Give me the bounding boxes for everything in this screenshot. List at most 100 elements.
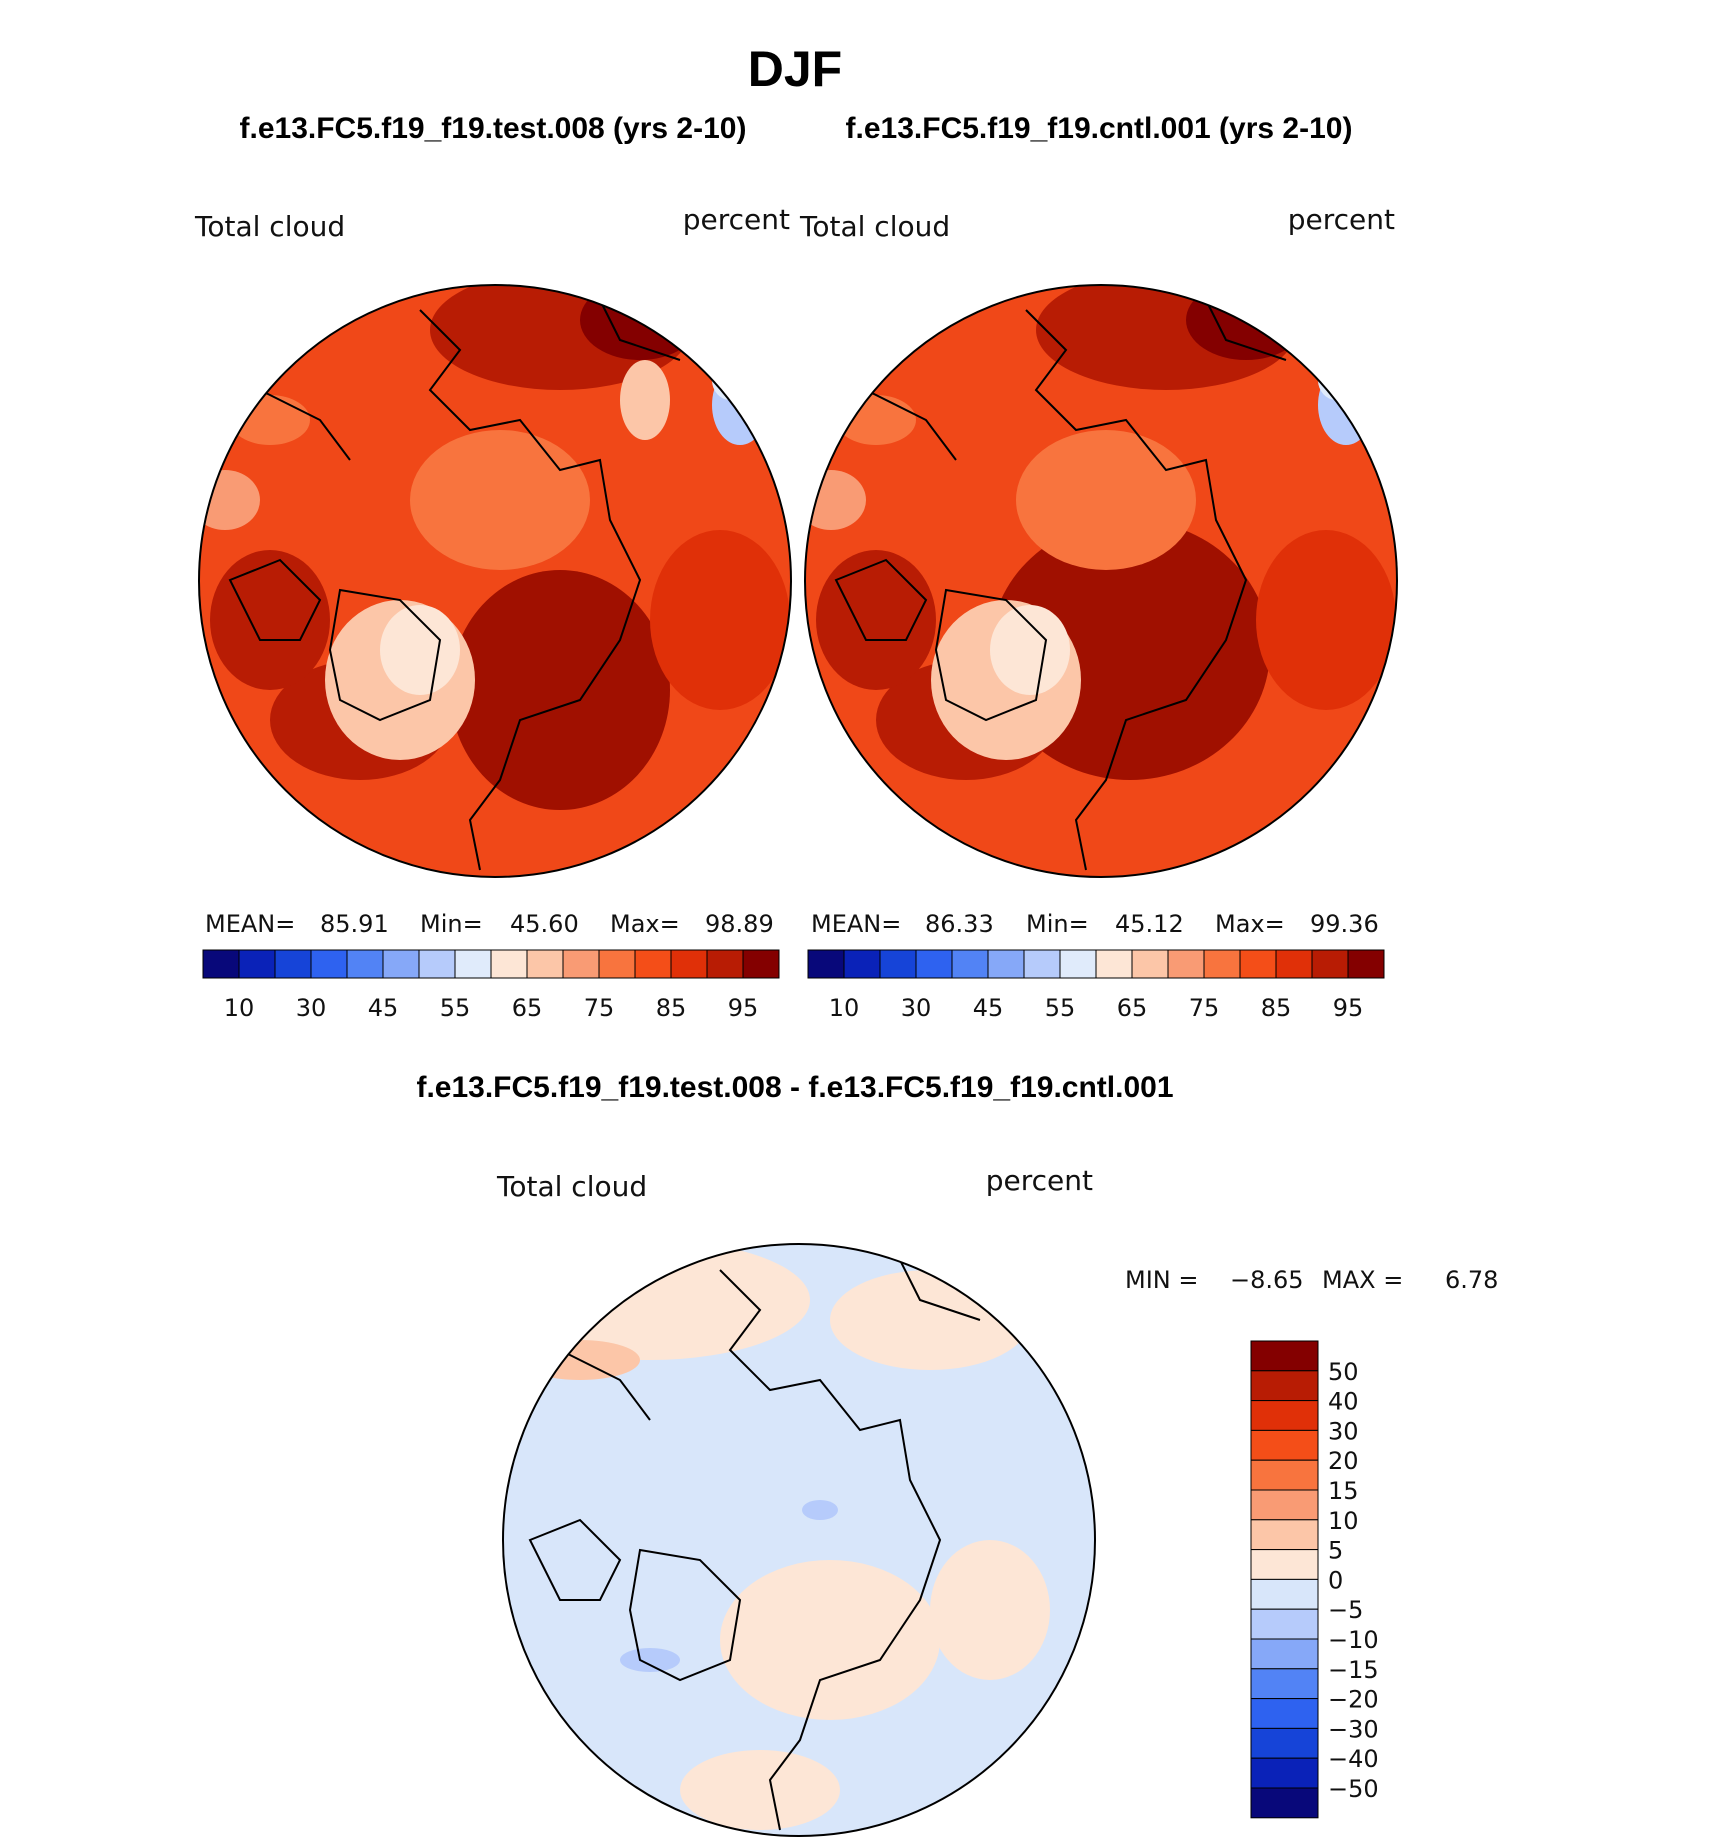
coastline xyxy=(228,558,322,641)
cloud-patch xyxy=(990,605,1070,695)
mean-value: 85.91 xyxy=(320,910,389,938)
panel-b-colorbar-swatch xyxy=(879,949,917,979)
panel-b-case-title: f.e13.FC5.f19_f19.cntl.001 (yrs 2-10) xyxy=(846,112,1353,145)
diff-colorbar-tick-label: 30 xyxy=(1328,1417,1359,1445)
panel-b-colorbar-tick-label: 30 xyxy=(901,994,932,1022)
panel-a-colorbar-swatch xyxy=(598,949,636,979)
cloud-patch xyxy=(830,1270,1030,1370)
panel-a-colorbar-tick-label: 55 xyxy=(440,994,471,1022)
diff-colorbar-tick-label: 10 xyxy=(1328,1507,1359,1535)
panel-a-colorbar-tick-label: 75 xyxy=(584,994,615,1022)
cloud-patch xyxy=(1256,530,1396,710)
panel-a-colorbar-tick-label: 10 xyxy=(224,994,255,1022)
diff-variable: Total cloud xyxy=(496,1170,647,1203)
panel-b-colorbar-tick-label: 10 xyxy=(829,994,860,1022)
cloud-patch xyxy=(680,1750,840,1830)
panel-a-border xyxy=(198,284,792,878)
diff-min-label: MIN = xyxy=(1125,1266,1198,1294)
cloud-patch xyxy=(650,530,790,710)
diff-colorbar-swatch xyxy=(1250,1757,1319,1789)
diff-title: f.e13.FC5.f19_f19.test.008 - f.e13.FC5.f… xyxy=(416,1071,1173,1104)
diff-max-label: MAX = xyxy=(1322,1266,1403,1294)
panel-a-colorbar-swatch xyxy=(418,949,456,979)
panel-a-colorbar-tick-label: 85 xyxy=(656,994,687,1022)
panel-b-colorbar-swatch xyxy=(1311,949,1349,979)
panel-b-variable: Total cloud xyxy=(799,210,950,243)
panel-b-border xyxy=(804,284,1398,878)
panel-a-stats: MEAN= 85.91 Min= 45.60 Max= 98.89 xyxy=(205,910,774,938)
max-label: Max= xyxy=(610,910,680,938)
diff-units: percent xyxy=(986,1164,1093,1197)
diff-colorbar-tick-label: 5 xyxy=(1328,1537,1343,1565)
cloud-patch xyxy=(503,1244,810,1360)
diff-colorbar-tick-label: 20 xyxy=(1328,1447,1359,1475)
panel-b-colorbar-swatch xyxy=(1203,949,1241,979)
cloud-patch xyxy=(1016,430,1196,570)
panel-a-colorbar: 10 30 45 55 65 75 85 95 xyxy=(202,949,780,1022)
diff-colorbar-swatch xyxy=(1250,1727,1319,1759)
min-value: 45.12 xyxy=(1115,910,1184,938)
min-label: Min= xyxy=(420,910,483,938)
diff-colorbar-swatch xyxy=(1250,1519,1319,1551)
coastline xyxy=(899,1259,981,1321)
panel-a-colorbar-swatch xyxy=(634,949,672,979)
cloud-patch xyxy=(930,1540,1050,1680)
panel-b-colorbar-tick-label: 95 xyxy=(1333,994,1364,1022)
cloud-patch xyxy=(1318,365,1374,445)
diff-colorbar-swatch xyxy=(1250,1340,1319,1372)
diff-colorbar-tick-label: −5 xyxy=(1328,1596,1363,1624)
panel-a-coastlines xyxy=(199,299,681,871)
coastline xyxy=(934,588,1048,722)
coastline xyxy=(419,309,642,871)
coastline xyxy=(328,588,442,722)
panel-a-variable: Total cloud xyxy=(194,210,345,243)
diff-colorbar-swatch xyxy=(1250,1638,1319,1670)
panel-a-colorbar-swatch xyxy=(454,949,492,979)
cloud-patch xyxy=(230,395,310,445)
panel-b-colorbar-swatch xyxy=(843,949,881,979)
panel-a-units: percent xyxy=(683,203,790,236)
panel-b-colorbar-swatch xyxy=(1275,949,1313,979)
panel-b-colorbar-swatch xyxy=(1131,949,1169,979)
diff-colorbar-swatch xyxy=(1250,1787,1319,1819)
panel-a-colorbar-swatch xyxy=(562,949,600,979)
diff-colorbar-swatch xyxy=(1250,1400,1319,1431)
max-label: Max= xyxy=(1215,910,1285,938)
panel-a-colorbar-swatch xyxy=(274,949,312,979)
panel-b-colorbar: 10 30 45 55 65 75 85 95 xyxy=(807,949,1385,1022)
cloud-patch xyxy=(712,360,748,400)
panel-b-units: percent xyxy=(1288,203,1395,236)
panel-a-colorbar-swatch xyxy=(670,949,708,979)
diff-colorbar-tick-label: −40 xyxy=(1328,1745,1379,1773)
coastline xyxy=(1205,299,1287,361)
diff-min-value: −8.65 xyxy=(1230,1266,1304,1294)
panel-b-colorbar-swatch xyxy=(915,949,953,979)
cloud-patch xyxy=(1186,285,1306,360)
panel-b-colorbar-swatch xyxy=(1239,949,1277,979)
mean-value: 86.33 xyxy=(925,910,994,938)
cloud-patch xyxy=(620,360,670,440)
panel-a-colorbar-swatch xyxy=(382,949,420,979)
cloud-patch xyxy=(380,605,460,695)
mean-label: MEAN= xyxy=(811,910,901,938)
panel-b-colorbar-swatch xyxy=(1059,949,1097,979)
diff-colorbar-tick-label: −30 xyxy=(1328,1715,1379,1743)
diff-colorbar-tick-label: 50 xyxy=(1328,1358,1359,1386)
panel-b-colorbar-swatch xyxy=(807,949,845,979)
diff-max-value: 6.78 xyxy=(1445,1266,1498,1294)
diff-colorbar-swatch xyxy=(1250,1429,1319,1461)
diff-colorbar-tick-label: −15 xyxy=(1328,1656,1379,1684)
diff-colorbar-tick-label: −20 xyxy=(1328,1686,1379,1714)
panel-b-colorbar-tick-label: 45 xyxy=(973,994,1004,1022)
panel-a-map xyxy=(199,285,791,877)
panel-a-colorbar-tick-label: 65 xyxy=(512,994,543,1022)
panel-a-colorbar-tick-label: 30 xyxy=(296,994,327,1022)
panel-b-colorbar-swatch xyxy=(987,949,1025,979)
diff-colorbar-swatch xyxy=(1250,1549,1319,1580)
panel-b-stats: MEAN= 86.33 Min= 45.12 Max= 99.36 xyxy=(811,910,1379,938)
cloud-patch xyxy=(580,285,700,360)
panel-b-colorbar-tick-label: 75 xyxy=(1189,994,1220,1022)
diff-map xyxy=(503,1244,1095,1836)
min-label: Min= xyxy=(1026,910,1089,938)
cloud-patch xyxy=(620,1648,680,1672)
